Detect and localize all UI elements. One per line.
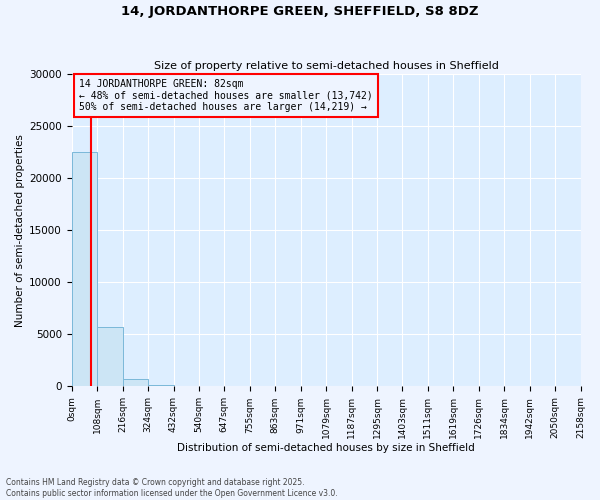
Text: Contains HM Land Registry data © Crown copyright and database right 2025.
Contai: Contains HM Land Registry data © Crown c… (6, 478, 338, 498)
Bar (122, 379, 148, 386)
Title: Size of property relative to semi-detached houses in Sheffield: Size of property relative to semi-detach… (154, 60, 499, 70)
Text: 14, JORDANTHORPE GREEN, SHEFFIELD, S8 8DZ: 14, JORDANTHORPE GREEN, SHEFFIELD, S8 8D… (121, 5, 479, 18)
Bar (97, 327, 122, 386)
Y-axis label: Number of semi-detached properties: Number of semi-detached properties (15, 134, 25, 326)
Text: 14 JORDANTHORPE GREEN: 82sqm
← 48% of semi-detached houses are smaller (13,742)
: 14 JORDANTHORPE GREEN: 82sqm ← 48% of se… (79, 78, 373, 112)
Bar (148, 385, 173, 386)
Bar (71, 152, 97, 386)
X-axis label: Distribution of semi-detached houses by size in Sheffield: Distribution of semi-detached houses by … (177, 442, 475, 452)
